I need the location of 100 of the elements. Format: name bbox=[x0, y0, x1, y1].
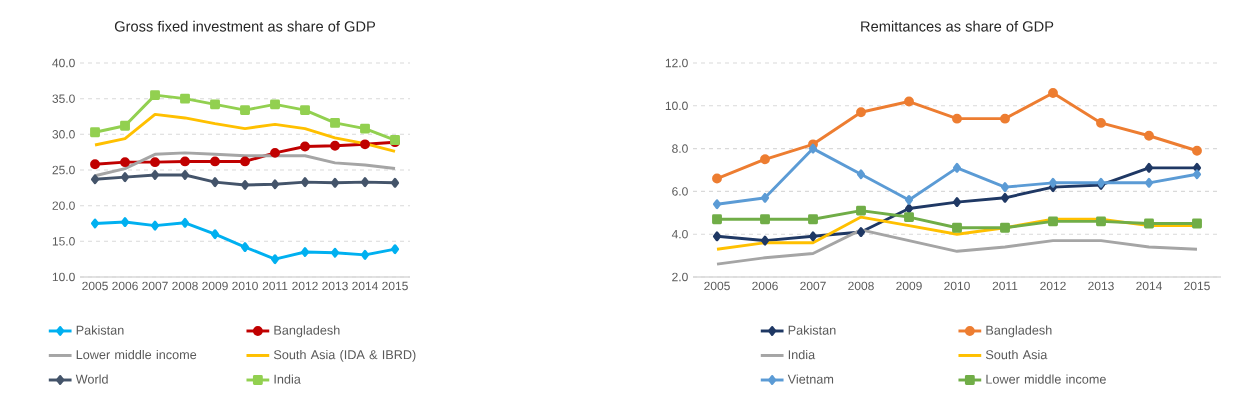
point bbox=[90, 159, 100, 170]
point bbox=[150, 157, 160, 168]
point bbox=[330, 247, 340, 258]
x-tick-label: 2013 bbox=[322, 281, 348, 291]
x-tick-label: 2010 bbox=[944, 281, 970, 291]
point bbox=[904, 212, 914, 223]
y-tick-label: 8.0 bbox=[672, 144, 688, 153]
point bbox=[760, 192, 770, 203]
y-tick-label: 4.0 bbox=[671, 229, 688, 239]
point bbox=[952, 162, 962, 173]
point bbox=[952, 113, 962, 124]
line-series bbox=[93, 112, 397, 153]
legend-label: India bbox=[274, 374, 301, 384]
point bbox=[360, 123, 370, 134]
legend-label: Lower middle income bbox=[986, 374, 1106, 384]
point bbox=[1096, 117, 1106, 128]
legend-label: Lower middle income bbox=[76, 349, 197, 360]
y-tick-label: 25.0 bbox=[52, 165, 75, 175]
point bbox=[760, 235, 770, 246]
legend-label: Bangladesh bbox=[274, 325, 340, 338]
point bbox=[150, 90, 160, 101]
point bbox=[1000, 182, 1010, 193]
x-tick-label: 2014 bbox=[1136, 281, 1162, 291]
point bbox=[210, 156, 220, 167]
x-tick-label: 2013 bbox=[1088, 281, 1114, 291]
point bbox=[808, 143, 818, 154]
point bbox=[240, 105, 250, 116]
point bbox=[1000, 222, 1010, 233]
legend-label: Pakistan bbox=[76, 325, 124, 335]
x-tick-label: 2015 bbox=[382, 281, 408, 291]
x-tick-label: 2007 bbox=[142, 281, 168, 291]
point bbox=[180, 170, 190, 180]
point bbox=[90, 174, 100, 185]
y-tick-label: 6.0 bbox=[672, 187, 688, 196]
point bbox=[856, 205, 866, 216]
point bbox=[1096, 216, 1106, 227]
point bbox=[712, 214, 722, 225]
point bbox=[120, 172, 130, 183]
x-tick-label: 2015 bbox=[1184, 281, 1210, 291]
point bbox=[270, 254, 280, 265]
legend-label: World bbox=[75, 374, 108, 384]
y-tick-label: 2.0 bbox=[672, 272, 688, 282]
x-tick-label: 2009 bbox=[896, 281, 922, 291]
point bbox=[360, 249, 370, 260]
point bbox=[210, 177, 220, 188]
chart-title: Gross fixed investment as share of GDP bbox=[114, 20, 376, 32]
x-tick-label: 2008 bbox=[172, 281, 198, 291]
y-tick-label: 35.0 bbox=[52, 94, 75, 103]
point bbox=[120, 120, 130, 131]
x-tick-label: 2006 bbox=[752, 281, 778, 291]
point bbox=[1192, 218, 1202, 229]
legend-label: Bangladesh bbox=[986, 325, 1052, 338]
point bbox=[760, 214, 770, 225]
point bbox=[300, 105, 310, 116]
point bbox=[808, 214, 818, 225]
y-tick-label: 20.0 bbox=[52, 201, 75, 210]
x-tick-label: 2011 bbox=[262, 281, 288, 291]
point bbox=[712, 231, 722, 242]
point bbox=[1144, 177, 1154, 188]
x-tick-label: 2009 bbox=[202, 281, 228, 291]
point bbox=[856, 227, 866, 237]
y-tick-label: 10.0 bbox=[665, 101, 688, 111]
point bbox=[712, 199, 722, 210]
x-tick-label: 2005 bbox=[82, 281, 108, 291]
point bbox=[1048, 88, 1058, 98]
point bbox=[856, 169, 866, 180]
y-tick-label: 10.0 bbox=[52, 272, 75, 282]
point bbox=[240, 156, 250, 167]
x-tick-label: 2005 bbox=[704, 281, 730, 291]
y-tick-label: 40.0 bbox=[52, 58, 75, 68]
point bbox=[150, 170, 160, 180]
point bbox=[760, 154, 770, 165]
x-tick-label: 2006 bbox=[112, 281, 138, 291]
point bbox=[90, 127, 100, 138]
point bbox=[330, 140, 340, 151]
legend-label: Pakistan bbox=[788, 325, 836, 335]
point bbox=[330, 117, 340, 128]
point bbox=[904, 195, 914, 205]
point bbox=[330, 177, 340, 188]
point bbox=[360, 177, 370, 188]
point bbox=[210, 229, 220, 240]
x-tick-label: 2008 bbox=[848, 281, 874, 291]
point bbox=[1048, 177, 1058, 188]
point bbox=[1048, 216, 1058, 227]
point bbox=[952, 222, 962, 233]
point bbox=[240, 180, 250, 190]
point bbox=[300, 141, 310, 152]
chart-title: Remittances as share of GDP bbox=[861, 20, 1054, 32]
point bbox=[180, 156, 190, 167]
legend-label: South Asia (IDA & IBRD) bbox=[273, 349, 416, 362]
point bbox=[1144, 162, 1154, 173]
point bbox=[270, 179, 280, 190]
x-tick-label: 2011 bbox=[992, 281, 1018, 291]
point bbox=[360, 139, 370, 150]
point bbox=[240, 242, 250, 252]
point bbox=[180, 217, 190, 228]
point bbox=[712, 173, 722, 184]
point bbox=[1000, 113, 1010, 124]
y-tick-label: 12.0 bbox=[665, 58, 688, 68]
point bbox=[952, 197, 962, 208]
